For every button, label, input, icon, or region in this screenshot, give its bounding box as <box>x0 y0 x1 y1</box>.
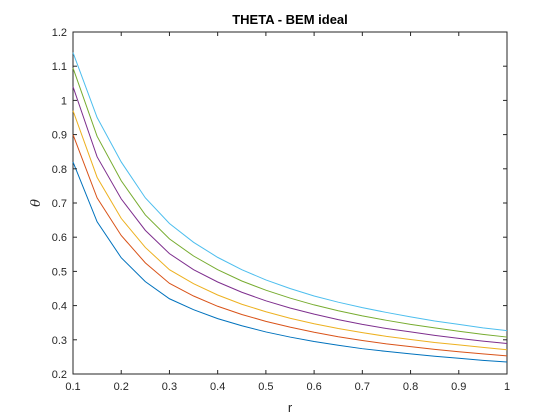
x-tick-label: 0.3 <box>162 381 177 393</box>
x-axis-ticks: 0.1 0.2 0.3 0.4 0.5 0.6 0.7 0.8 0.9 1 <box>65 32 510 393</box>
chart-title: THETA - BEM ideal <box>232 12 348 27</box>
y-tick-label: 0.7 <box>52 198 67 210</box>
x-tick-label: 0.8 <box>403 381 418 393</box>
y-tick-label: 0.5 <box>52 266 67 278</box>
x-axis-label: r <box>288 400 293 415</box>
y-tick-label: 0.6 <box>52 232 67 244</box>
y-axis-ticks: 0.2 0.3 0.4 0.5 0.6 0.7 0.8 0.9 1 1.1 1.2 <box>52 27 507 381</box>
y-tick-label: 1 <box>61 95 67 107</box>
y-tick-label: 1.2 <box>52 27 67 39</box>
x-tick-label: 0.2 <box>114 381 129 393</box>
series-line-5 <box>72 67 508 338</box>
x-tick-label: 0.4 <box>210 381 225 393</box>
x-tick-label: 0.1 <box>65 381 80 393</box>
x-tick-label: 0.5 <box>258 381 273 393</box>
series-line-6 <box>72 52 508 332</box>
series-line-1 <box>72 161 508 363</box>
x-tick-label: 0.7 <box>355 381 370 393</box>
y-axis-label: θ <box>29 199 44 207</box>
x-tick-label: 0.9 <box>451 381 466 393</box>
series-line-4 <box>72 86 508 345</box>
y-tick-label: 0.9 <box>52 130 67 142</box>
y-tick-label: 0.8 <box>52 164 67 176</box>
y-tick-label: 0.4 <box>52 301 67 313</box>
y-tick-label: 1.1 <box>52 61 67 73</box>
series-line-2 <box>72 134 508 357</box>
x-tick-label: 1 <box>504 381 510 393</box>
plot-area <box>72 31 508 375</box>
x-tick-label: 0.6 <box>306 381 321 393</box>
y-tick-label: 0.2 <box>52 369 67 381</box>
series-layer <box>72 52 508 363</box>
y-tick-label: 0.3 <box>52 335 67 347</box>
series-line-3 <box>72 110 508 351</box>
